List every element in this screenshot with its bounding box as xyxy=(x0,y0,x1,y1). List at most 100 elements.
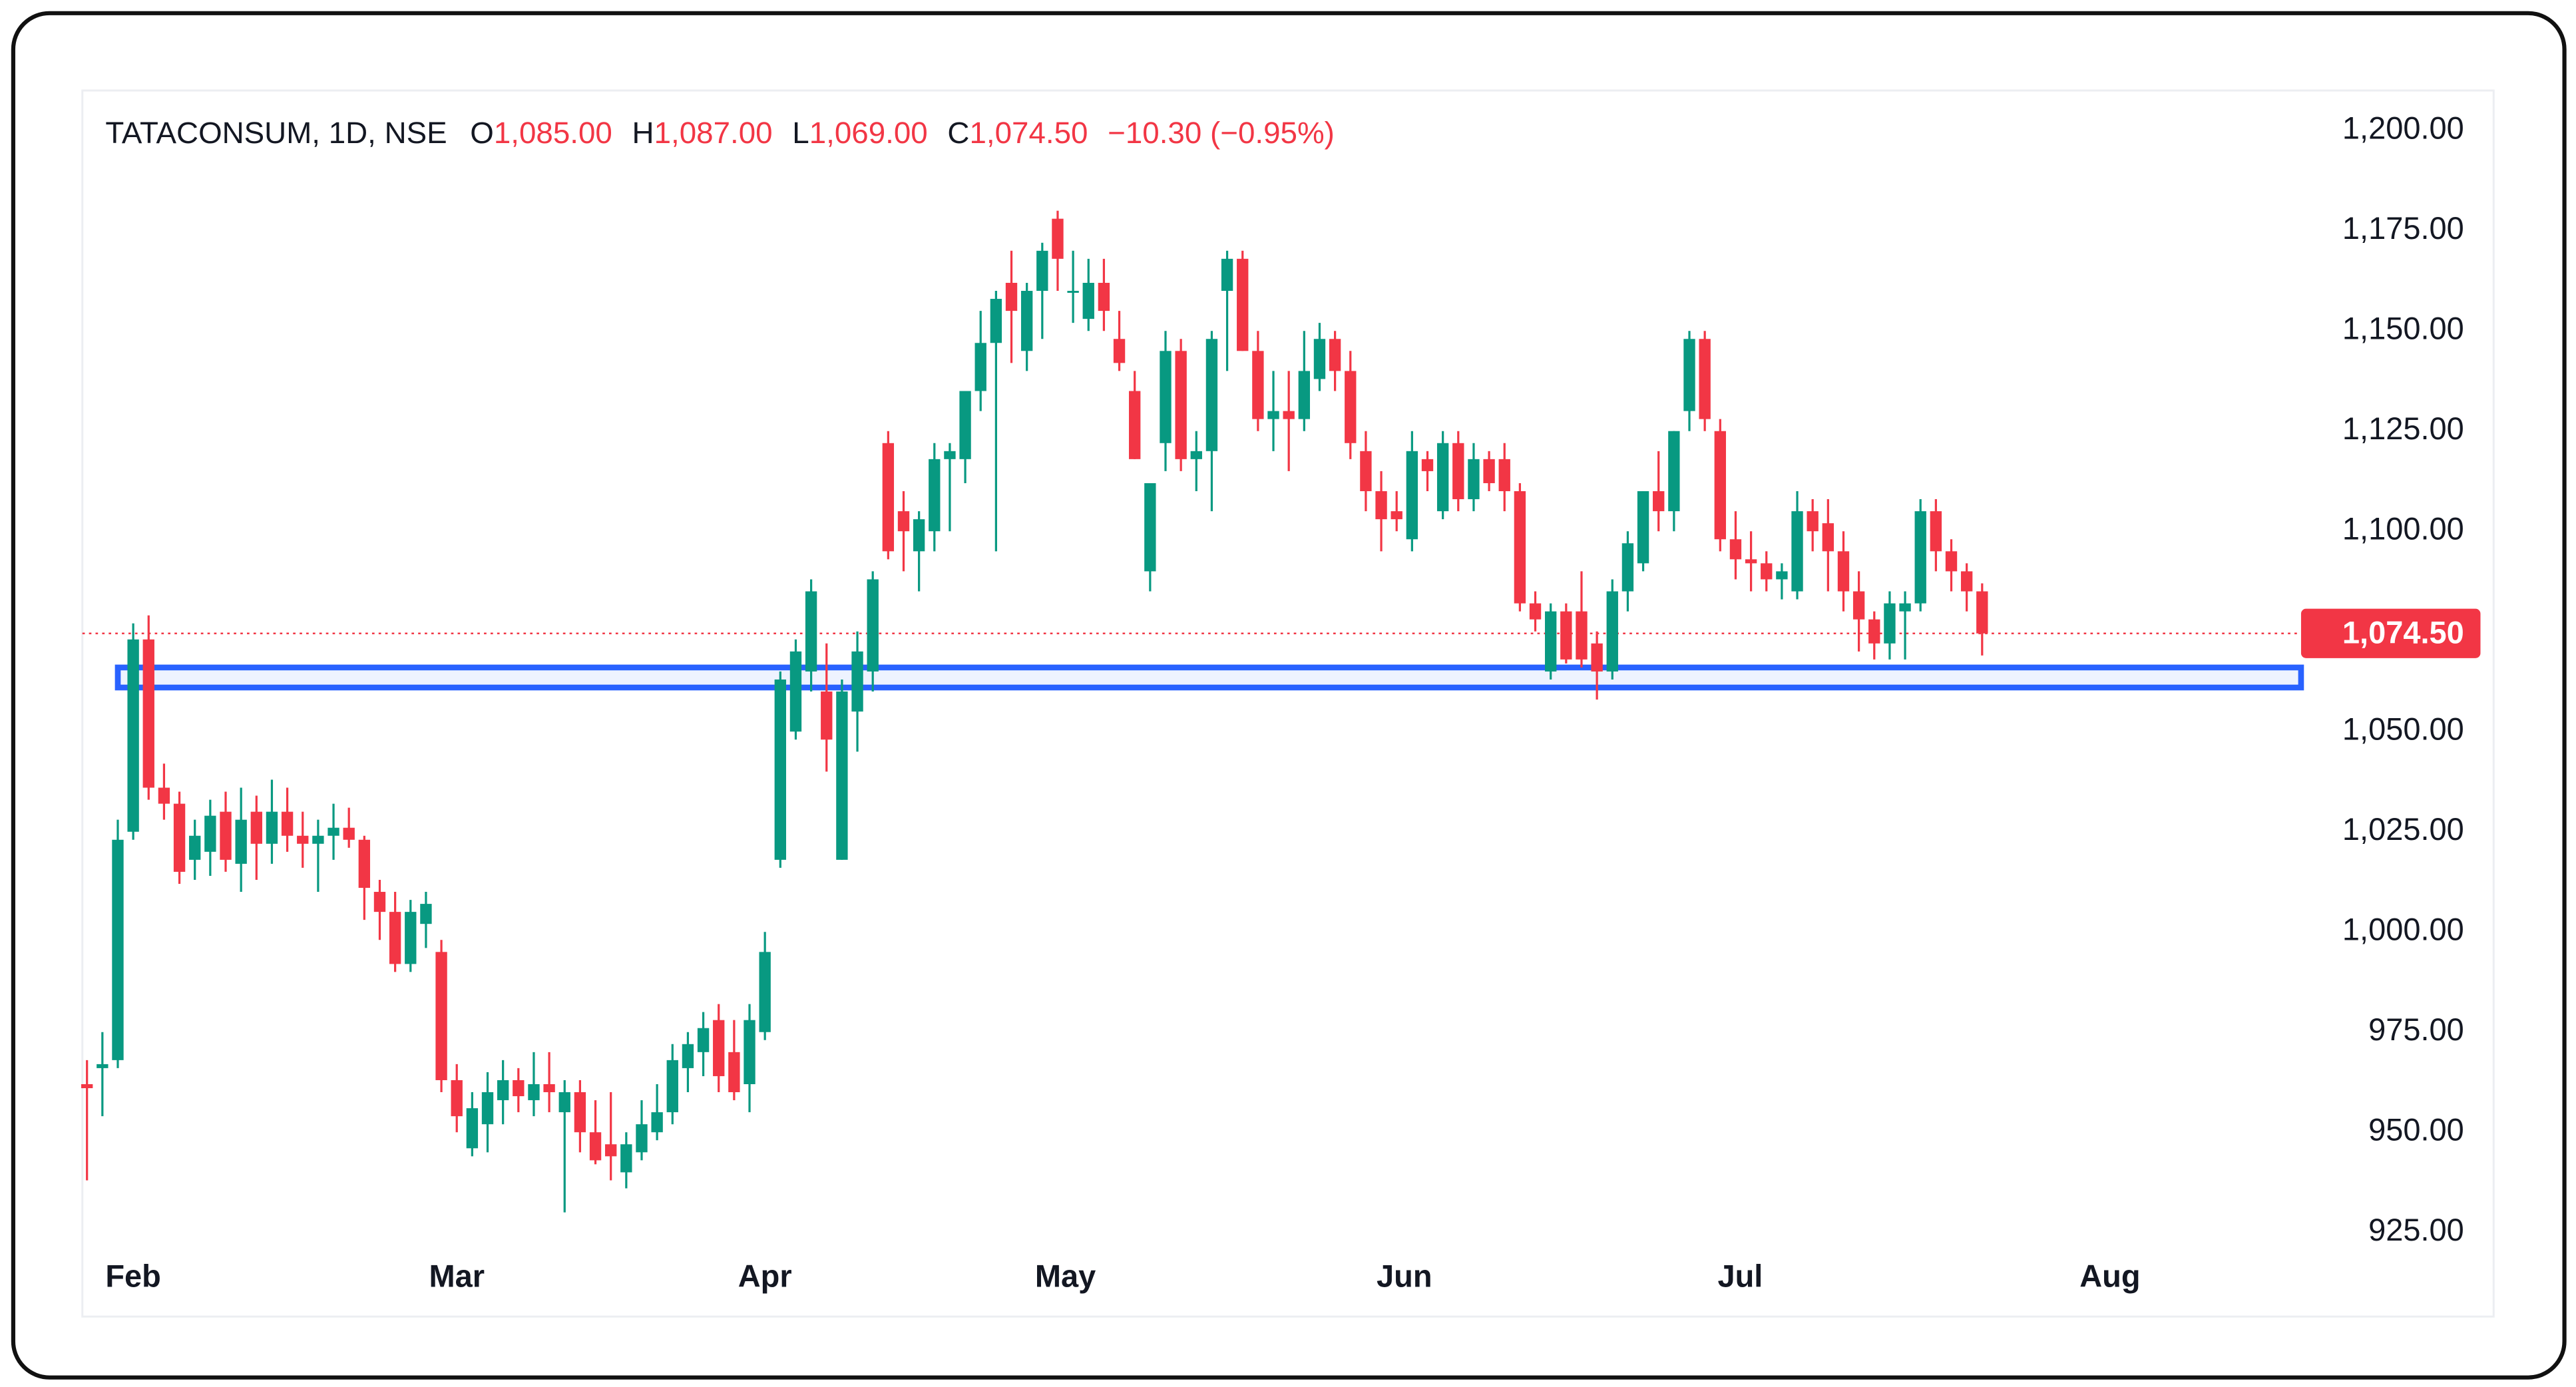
candle-body xyxy=(574,1092,586,1133)
x-tick-label: May xyxy=(1035,1259,1096,1294)
candle-body xyxy=(281,811,294,836)
y-tick-label: 1,000.00 xyxy=(2342,912,2464,947)
candle-body xyxy=(1082,282,1094,319)
candle-body xyxy=(821,692,833,740)
candle-body xyxy=(112,839,124,1060)
legend-value: 1,069.00 xyxy=(809,116,928,150)
candle-body xyxy=(420,904,432,924)
candle-body xyxy=(250,811,262,844)
candle-body xyxy=(1267,411,1279,419)
x-tick-label: Jul xyxy=(1717,1259,1763,1294)
y-tick-label: 1,175.00 xyxy=(2342,210,2464,246)
candle-body xyxy=(1837,551,1850,592)
candle-body xyxy=(1406,451,1418,540)
candle-body xyxy=(1252,351,1264,419)
candle-body xyxy=(1160,351,1172,443)
candle-body xyxy=(1144,483,1156,572)
candle-body xyxy=(1421,459,1434,471)
candle-body xyxy=(1514,491,1526,604)
candle-body xyxy=(1067,291,1079,293)
candle-body xyxy=(651,1112,663,1133)
candle-body xyxy=(774,679,786,860)
candle-body xyxy=(1375,491,1387,520)
y-tick-label: 1,100.00 xyxy=(2342,511,2464,546)
candle-body xyxy=(1606,591,1618,672)
price-tag xyxy=(2300,608,2481,658)
candle-body xyxy=(974,343,986,391)
candle-body xyxy=(1761,563,1773,580)
legend-value: 1,085.00 xyxy=(494,116,612,150)
candle-body xyxy=(204,815,216,852)
x-tick-label: Jun xyxy=(1377,1259,1432,1294)
candle-body xyxy=(1391,511,1402,520)
candle-body xyxy=(435,952,447,1080)
candle-body xyxy=(789,651,802,732)
header: TATACONSUM, 1D, NSE O1,085.00 H1,087.00 L1,… xyxy=(105,116,1335,150)
candle-body xyxy=(1868,619,1880,644)
plot-frame xyxy=(81,89,2495,1318)
y-tick-label: 950.00 xyxy=(2368,1112,2464,1147)
candle-body xyxy=(1483,459,1495,483)
candle-body xyxy=(1190,451,1202,459)
candle-body xyxy=(1637,491,1649,564)
candle-body xyxy=(405,912,417,964)
candle-body xyxy=(373,892,386,912)
candle-body xyxy=(1129,391,1141,459)
candle-body xyxy=(1205,339,1218,451)
support-zone xyxy=(114,664,2304,691)
y-tick-label: 1,025.00 xyxy=(2342,811,2464,847)
y-tick-label: 1,150.00 xyxy=(2342,311,2464,346)
candle-body xyxy=(1852,591,1865,620)
candle-body xyxy=(158,787,170,804)
candle-body xyxy=(97,1064,108,1068)
candle-body xyxy=(142,639,154,788)
candle-body xyxy=(867,579,879,672)
outer-frame xyxy=(11,11,2567,1380)
candle-body xyxy=(1960,571,1973,592)
candle-body xyxy=(451,1080,463,1117)
candle-body xyxy=(605,1144,617,1157)
candle-body xyxy=(1945,551,1958,572)
candle-body xyxy=(805,591,817,672)
candle-body xyxy=(235,819,247,864)
candle-body xyxy=(1452,443,1464,500)
candle-body xyxy=(959,391,971,459)
marks: 1,200.00 1,175.00 1,150.00 1,125.00 1,100.00… xyxy=(81,110,2481,1294)
candle-body xyxy=(744,1020,755,1084)
candle-body xyxy=(528,1084,540,1101)
candle-body xyxy=(851,651,863,712)
legend-value: 1,074.50 xyxy=(969,116,1088,150)
candle-body xyxy=(666,1060,678,1113)
candle-body xyxy=(1175,351,1187,459)
candle-body xyxy=(944,451,956,459)
candle-body xyxy=(327,827,339,836)
legend-key: L xyxy=(792,116,809,150)
candle-body xyxy=(1560,611,1572,660)
candle-body xyxy=(1113,339,1126,363)
candle-body xyxy=(513,1080,525,1097)
candle-body xyxy=(481,1092,494,1125)
y-tick-label: 975.00 xyxy=(2368,1012,2464,1047)
candle-body xyxy=(1052,218,1064,259)
candle-body xyxy=(1098,282,1110,311)
candle-body xyxy=(1283,411,1295,419)
candle-body xyxy=(1621,543,1634,592)
y-tick-label: 1,125.00 xyxy=(2342,411,2464,446)
y-tick-label: 1,050.00 xyxy=(2342,711,2464,747)
candle-body xyxy=(1298,371,1311,419)
candle-body xyxy=(1914,511,1926,604)
candle-body xyxy=(620,1144,632,1173)
legend-key: O xyxy=(470,116,494,150)
candle-body xyxy=(1005,282,1018,311)
candle-body xyxy=(1345,371,1357,443)
candle-body xyxy=(1714,431,1726,540)
candle-body xyxy=(558,1092,570,1113)
candle-body xyxy=(173,803,186,872)
candle-body xyxy=(728,1052,740,1093)
candle-body xyxy=(1683,339,1695,411)
legend-key: H xyxy=(632,116,654,150)
candle-body xyxy=(1221,258,1233,292)
candle-body xyxy=(1745,559,1757,564)
candle-body xyxy=(913,519,925,552)
